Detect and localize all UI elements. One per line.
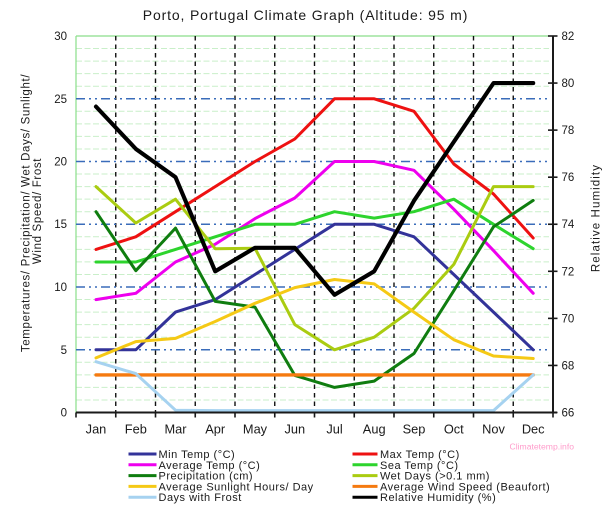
svg-text:Relative Humidity (%): Relative Humidity (%) [380,492,496,504]
svg-text:Average Sunlight Hours/ Day: Average Sunlight Hours/ Day [159,481,314,493]
svg-text:70: 70 [562,313,575,325]
svg-text:66: 66 [562,408,575,420]
svg-text:76: 76 [562,172,575,184]
svg-text:Temperatures/ Precipitation/ W: Temperatures/ Precipitation/ Wet Days/ S… [21,74,33,353]
svg-text:Nov: Nov [482,422,505,437]
svg-text:20: 20 [54,157,67,169]
svg-text:Relative Humidity: Relative Humidity [591,164,603,272]
svg-text:Days with Frost: Days with Frost [159,492,242,504]
svg-text:Jan: Jan [86,422,107,437]
svg-text:74: 74 [562,219,575,231]
svg-text:Wet Days (>0.1 mm): Wet Days (>0.1 mm) [380,471,490,483]
svg-text:Jun: Jun [284,422,305,437]
svg-text:0: 0 [61,408,67,420]
svg-text:May: May [243,422,268,437]
svg-text:Average Temp (°C): Average Temp (°C) [159,460,261,472]
svg-text:Mar: Mar [164,422,187,437]
svg-text:15: 15 [54,219,67,231]
svg-text:Max Temp (°C): Max Temp (°C) [380,449,460,461]
svg-text:Average Wind Speed (Beaufort): Average Wind Speed (Beaufort) [380,481,550,493]
svg-text:Sep: Sep [403,422,426,437]
svg-text:Feb: Feb [125,422,147,437]
svg-text:Climatetemp.info: Climatetemp.info [510,442,575,452]
svg-text:78: 78 [562,125,575,137]
svg-text:Sea Temp (°C): Sea Temp (°C) [380,460,459,472]
svg-text:10: 10 [54,282,67,294]
svg-text:Porto, Portugal Climate Graph: Porto, Portugal Climate Graph (Altitude:… [143,7,468,23]
svg-text:5: 5 [61,345,67,357]
svg-text:82: 82 [562,31,575,43]
svg-text:25: 25 [54,94,67,106]
svg-text:80: 80 [562,78,575,90]
svg-text:Jul: Jul [326,422,342,437]
svg-text:Aug: Aug [363,422,386,437]
svg-text:72: 72 [562,266,575,278]
svg-text:Oct: Oct [444,422,464,437]
svg-text:Apr: Apr [205,422,226,437]
svg-text:68: 68 [562,360,575,372]
svg-text:Wind Speed/ Frost: Wind Speed/ Frost [32,158,44,264]
svg-text:Precipitation (cm): Precipitation (cm) [159,471,254,483]
svg-text:Min Temp (°C): Min Temp (°C) [159,449,236,461]
svg-text:30: 30 [54,31,67,43]
svg-text:Dec: Dec [522,422,545,437]
